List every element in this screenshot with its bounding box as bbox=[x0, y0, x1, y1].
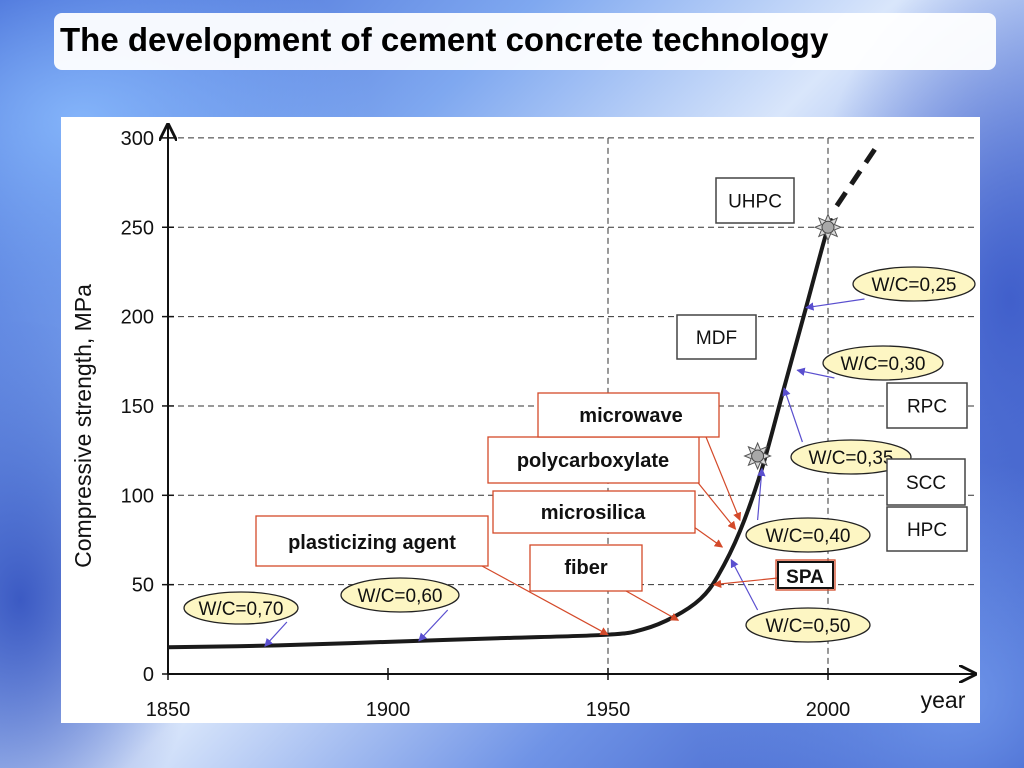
y-tick-label: 200 bbox=[121, 307, 154, 329]
x-tick-label: 2000 bbox=[806, 699, 851, 721]
concrete-type-uhpc: UHPC bbox=[715, 177, 795, 224]
y-axis-label: Compressive strength, MPa bbox=[70, 284, 96, 568]
wc-text: W/C=0,40 bbox=[765, 526, 850, 547]
y-tick-label: 150 bbox=[121, 396, 154, 418]
tech-label-2: microsilica bbox=[492, 490, 724, 548]
tech-arrow bbox=[481, 565, 609, 636]
type-text: RPC bbox=[907, 397, 947, 418]
concrete-type-rpc: RPC bbox=[886, 382, 968, 429]
tech-text: plasticizing agent bbox=[288, 532, 456, 554]
concrete-type-hpc: HPC bbox=[886, 506, 968, 552]
wc-ellipse bbox=[852, 266, 976, 302]
x-tick-label: 1900 bbox=[366, 699, 411, 721]
title-banner: The development of cement concrete techn… bbox=[54, 13, 996, 70]
page-title: The development of cement concrete techn… bbox=[60, 21, 829, 58]
wc-ellipse bbox=[745, 517, 871, 553]
wc-ellipse bbox=[822, 345, 944, 381]
tech-text: microsilica bbox=[541, 502, 646, 524]
tech-arrow bbox=[705, 436, 742, 522]
tech-label-5: SPA bbox=[712, 559, 836, 591]
y-tick-label: 100 bbox=[121, 485, 154, 507]
wc-text: W/C=0,50 bbox=[765, 616, 850, 637]
callouts: W/C=0,70 W/C=0,60 W/C=0,50 W/C=0,40 W/C=0,35… bbox=[183, 177, 976, 647]
wc-label-5: W/C=0,30 bbox=[796, 345, 944, 381]
wc-arrow bbox=[264, 621, 288, 647]
tech-box bbox=[487, 436, 700, 484]
tick-labels: 0 50 100 150 200 250 300 1850 1900 1950 2000 bbox=[121, 128, 851, 721]
tech-text: polycarboxylate bbox=[517, 450, 669, 472]
tech-text: microwave bbox=[579, 405, 682, 427]
wc-arrow bbox=[796, 367, 835, 379]
wc-label-3: W/C=0,40 bbox=[745, 467, 871, 553]
strength-curve bbox=[167, 145, 879, 650]
wc-arrow bbox=[805, 298, 865, 311]
type-text: SCC bbox=[906, 473, 946, 494]
strength-chart: 0 50 100 150 200 250 300 1850 1900 1950 2000 W/C=0… bbox=[70, 117, 980, 721]
star-core bbox=[751, 449, 765, 463]
type-box bbox=[886, 506, 968, 552]
strength-line bbox=[167, 218, 835, 650]
wc-ellipse bbox=[790, 439, 912, 475]
tech-label-1: fiber bbox=[529, 544, 680, 621]
wc-label-4: W/C=0,35 bbox=[782, 387, 912, 475]
tech-box bbox=[537, 392, 720, 438]
wc-arrow bbox=[730, 558, 759, 611]
axes bbox=[162, 125, 975, 680]
wc-text: W/C=0,30 bbox=[840, 354, 925, 375]
tech-text: SPA bbox=[786, 567, 824, 588]
tech-label-4: microwave bbox=[537, 392, 742, 522]
wc-text: W/C=0,35 bbox=[808, 448, 893, 469]
extrapolation-line bbox=[834, 145, 879, 208]
concrete-type-scc: SCC bbox=[886, 458, 966, 506]
type-box bbox=[676, 314, 757, 360]
y-tick-label: 250 bbox=[121, 217, 154, 239]
type-box bbox=[715, 177, 795, 224]
y-tick-label: 50 bbox=[132, 575, 154, 597]
tech-box bbox=[255, 515, 489, 567]
tech-text: fiber bbox=[564, 557, 608, 579]
wc-text: W/C=0,70 bbox=[198, 599, 283, 620]
tech-arrow bbox=[694, 478, 737, 530]
type-text: UHPC bbox=[728, 192, 782, 213]
tech-arrow bbox=[625, 590, 680, 621]
concrete-type-mdf: MDF bbox=[676, 314, 757, 360]
wc-label-1: W/C=0,60 bbox=[340, 577, 460, 642]
wc-label-0: W/C=0,70 bbox=[183, 591, 299, 647]
wc-ellipse bbox=[745, 607, 871, 643]
axis-labels: Compressive strength, MPa year bbox=[70, 284, 966, 713]
chart-panel: 0 50 100 150 200 250 300 1850 1900 1950 2000 W/C=0… bbox=[61, 117, 980, 723]
wc-arrow bbox=[757, 467, 766, 521]
tech-box-outer bbox=[775, 559, 836, 591]
tech-label-0: plasticizing agent bbox=[255, 515, 609, 636]
y-tick-label: 0 bbox=[143, 664, 154, 686]
type-box bbox=[886, 458, 966, 506]
type-box bbox=[886, 382, 968, 429]
type-text: MDF bbox=[696, 328, 737, 349]
x-axis-label: year bbox=[921, 687, 966, 713]
tech-label-3: polycarboxylate bbox=[487, 436, 737, 530]
tech-arrow bbox=[712, 577, 779, 589]
tech-arrow bbox=[693, 526, 724, 548]
tech-box bbox=[492, 490, 696, 534]
tech-box bbox=[529, 544, 643, 592]
tech-box bbox=[777, 561, 834, 589]
milestone-marker-1 bbox=[813, 212, 843, 242]
wc-arrow bbox=[418, 609, 449, 642]
milestone-marker-0 bbox=[743, 441, 772, 471]
type-text: HPC bbox=[907, 520, 947, 541]
star-core bbox=[821, 220, 835, 234]
wc-text: W/C=0,25 bbox=[871, 275, 956, 296]
wc-text: W/C=0,60 bbox=[357, 586, 442, 607]
y-tick-label: 300 bbox=[121, 128, 154, 150]
x-tick-label: 1850 bbox=[146, 699, 191, 721]
wc-ellipse bbox=[183, 591, 299, 625]
wc-label-2: W/C=0,50 bbox=[730, 558, 871, 643]
wc-label-6: W/C=0,25 bbox=[805, 266, 976, 311]
wc-arrow bbox=[782, 387, 803, 443]
wc-ellipse bbox=[340, 577, 460, 613]
x-tick-label: 1950 bbox=[586, 699, 631, 721]
